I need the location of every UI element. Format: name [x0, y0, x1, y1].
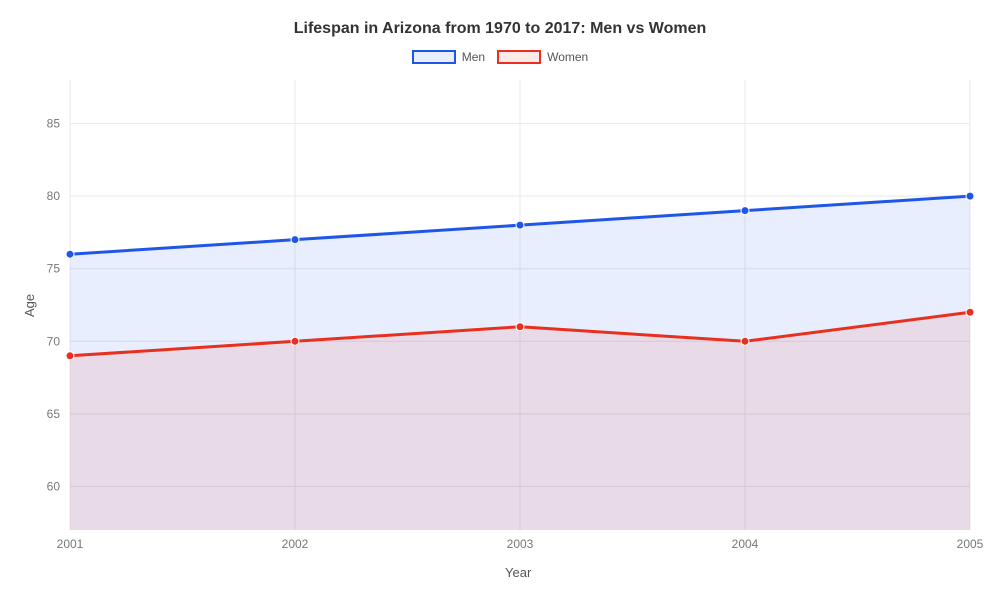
svg-text:85: 85 [47, 117, 61, 131]
marker-women[interactable] [966, 308, 974, 316]
svg-text:2003: 2003 [507, 537, 534, 551]
svg-text:2005: 2005 [957, 537, 984, 551]
y-axis-label: Age [22, 294, 37, 317]
marker-women[interactable] [291, 337, 299, 345]
marker-men[interactable] [741, 207, 749, 215]
svg-text:60: 60 [47, 479, 61, 493]
plot-area: 60 65 70 75 80 85 2001 2002 2003 2004 2005 [0, 0, 1000, 600]
marker-men[interactable] [966, 192, 974, 200]
svg-text:80: 80 [47, 189, 61, 203]
svg-text:2002: 2002 [282, 537, 309, 551]
svg-text:70: 70 [47, 334, 61, 348]
marker-men[interactable] [291, 236, 299, 244]
svg-text:65: 65 [47, 407, 61, 421]
svg-text:75: 75 [47, 262, 61, 276]
x-axis-label: Year [505, 565, 531, 580]
marker-women[interactable] [741, 337, 749, 345]
marker-women[interactable] [66, 352, 74, 360]
svg-text:2004: 2004 [732, 537, 759, 551]
svg-text:2001: 2001 [57, 537, 84, 551]
marker-women[interactable] [516, 323, 524, 331]
chart-container: Lifespan in Arizona from 1970 to 2017: M… [0, 0, 1000, 600]
marker-men[interactable] [516, 221, 524, 229]
marker-men[interactable] [66, 250, 74, 258]
